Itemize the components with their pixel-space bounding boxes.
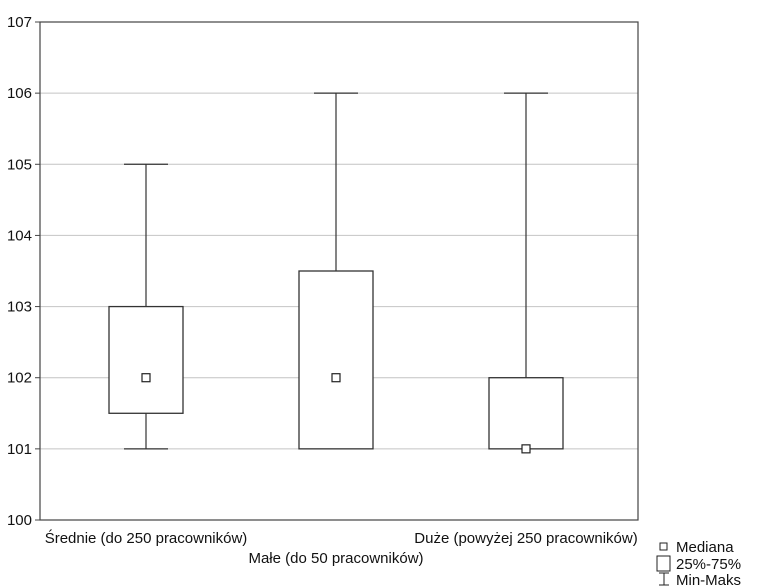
legend-label: 25%-75% — [676, 556, 741, 573]
legend-label: Min-Maks — [676, 572, 741, 587]
y-tick-label: 106 — [7, 85, 32, 102]
box-1 — [108, 163, 184, 450]
plot-area-frame — [39, 21, 639, 521]
legend-label: Mediana — [676, 539, 734, 556]
y-axis-ticks: 100 101 102 103 104 105 106 107 — [7, 14, 40, 529]
median-marker — [521, 444, 531, 454]
median-marker — [141, 373, 151, 383]
box-3 — [488, 92, 564, 454]
y-tick-label: 102 — [7, 370, 32, 387]
x-category-label: Średnie (do 250 pracowników) — [45, 529, 248, 547]
median-marker — [331, 373, 341, 383]
iqr-box — [108, 305, 184, 414]
y-tick-label: 101 — [7, 441, 32, 458]
x-category-label: Małe (do 50 pracowników) — [248, 550, 423, 567]
y-tick-label: 105 — [7, 156, 32, 173]
y-tick-label: 100 — [7, 512, 32, 529]
y-tick-label: 103 — [7, 299, 32, 316]
y-tick-label: 107 — [7, 14, 32, 31]
category-labels: Średnie (do 250 pracowników)Małe (do 50 … — [45, 529, 638, 567]
legend-box-symbol — [656, 555, 671, 572]
y-tick-label: 104 — [7, 227, 32, 244]
box-2 — [298, 92, 374, 450]
x-category-label: Duże (powyżej 250 pracowników) — [414, 530, 637, 547]
legend-median-symbol — [659, 542, 668, 551]
boxes — [108, 92, 564, 454]
iqr-box — [298, 270, 374, 450]
iqr-box — [488, 377, 564, 450]
